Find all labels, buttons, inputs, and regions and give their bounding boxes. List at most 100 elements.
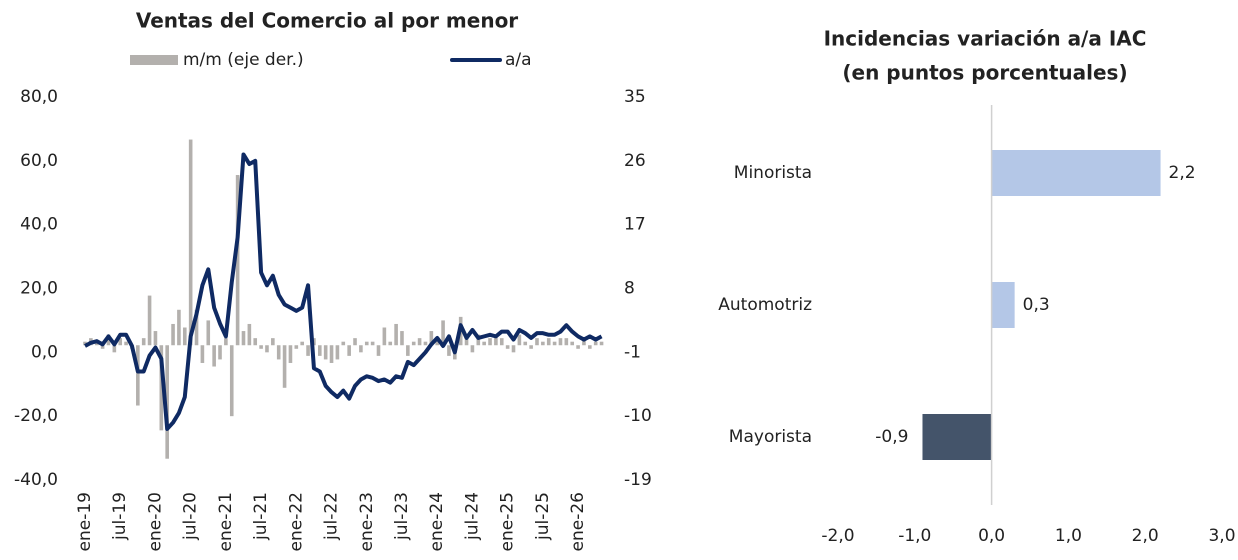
bar (153, 331, 158, 346)
bar (177, 309, 181, 346)
x-tick-label: ene-22 (286, 492, 306, 551)
bar (464, 338, 469, 346)
y-tick-label: -20,0 (14, 406, 58, 426)
bar (288, 345, 293, 363)
bar (165, 345, 169, 459)
bar (991, 150, 1161, 196)
bar (188, 139, 193, 346)
x-tick-label: ene-24 (427, 492, 447, 551)
x-tick-label: 2,0 (1132, 526, 1159, 546)
bar (382, 327, 387, 346)
x-tick-label: -2,0 (821, 526, 854, 546)
bar (370, 341, 375, 346)
bar (147, 295, 152, 346)
x-tick-label: jul-23 (392, 492, 412, 541)
x-tick-label: 0,0 (978, 526, 1005, 546)
x-tick-label: jul-19 (110, 492, 130, 541)
category-label: Minorista (734, 163, 812, 183)
bar (247, 323, 252, 346)
bar (253, 338, 258, 346)
y2-tick-label: -19 (624, 470, 652, 490)
bar (470, 345, 475, 353)
bar (118, 338, 123, 346)
category-label: Automotriz (718, 295, 812, 315)
bar (218, 345, 222, 360)
bar (523, 341, 528, 346)
value-label: 2,2 (1169, 163, 1196, 183)
bar (100, 345, 105, 349)
bar (136, 345, 140, 406)
bar (229, 345, 234, 417)
y2-tick-label: 35 (624, 87, 646, 107)
legend-label: m/m (eje der.) (183, 50, 304, 70)
bar (182, 327, 187, 346)
bar (599, 341, 604, 346)
bar (541, 341, 545, 346)
bar (282, 345, 287, 388)
bar (546, 338, 551, 346)
bar (435, 338, 439, 346)
bar (112, 345, 117, 353)
y2-tick-label: 26 (624, 151, 646, 171)
x-tick-label: jul-22 (322, 492, 342, 541)
bar (588, 345, 592, 349)
bar (423, 341, 428, 346)
x-tick-label: ene-21 (216, 492, 236, 551)
bar (271, 338, 275, 346)
bar (159, 345, 164, 431)
bar (318, 345, 322, 356)
bar (364, 341, 369, 346)
bar (206, 320, 211, 346)
chart-title: Incidencias variación a/a IAC (824, 27, 1147, 51)
x-tick-label: jul-21 (251, 492, 271, 541)
bar (335, 345, 340, 360)
bar (429, 331, 434, 346)
bar (400, 331, 404, 346)
bar (83, 341, 87, 346)
y-tick-label: 60,0 (20, 151, 58, 171)
bar (141, 338, 146, 346)
y-tick-label: -40,0 (14, 470, 58, 490)
x-tick-label: ene-26 (568, 492, 588, 551)
bar (212, 345, 216, 367)
bar (582, 338, 586, 346)
y2-tick-label: 8 (624, 279, 635, 299)
bar (482, 341, 486, 346)
legend-swatch (130, 55, 178, 65)
bar (241, 331, 246, 346)
bar (535, 338, 539, 346)
y-tick-label: 0,0 (31, 342, 58, 362)
bar (991, 282, 1015, 328)
bar (552, 341, 557, 346)
bar (341, 341, 346, 346)
y2-tick-label: -1 (624, 342, 641, 362)
bar (276, 345, 281, 360)
x-tick-label: ene-19 (75, 492, 95, 551)
y-tick-label: 80,0 (20, 87, 58, 107)
bar (417, 338, 422, 346)
value-label: -0,9 (875, 427, 908, 447)
y-tick-label: 20,0 (20, 279, 58, 299)
bar (235, 175, 240, 346)
y2-tick-label: 17 (624, 215, 646, 235)
x-tick-label: jul-24 (462, 492, 482, 541)
bar (106, 334, 111, 346)
bar (259, 345, 263, 349)
bar (124, 341, 128, 346)
y-tick-label: 40,0 (20, 215, 58, 235)
bar (323, 345, 328, 360)
x-tick-label: 1,0 (1055, 526, 1082, 546)
bar (529, 345, 533, 349)
x-tick-label: jul-20 (181, 492, 201, 541)
bar (511, 345, 516, 353)
bar (200, 345, 205, 363)
bar (488, 338, 492, 346)
bar (576, 345, 580, 349)
bar (558, 338, 563, 346)
bar (329, 345, 334, 363)
line (84, 152, 603, 431)
y2-tick-label: -10 (624, 406, 652, 426)
bar (517, 334, 522, 346)
bar (388, 341, 393, 346)
